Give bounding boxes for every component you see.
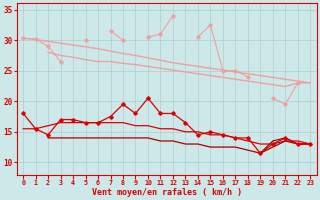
X-axis label: Vent moyen/en rafales ( km/h ): Vent moyen/en rafales ( km/h )	[92, 188, 242, 197]
